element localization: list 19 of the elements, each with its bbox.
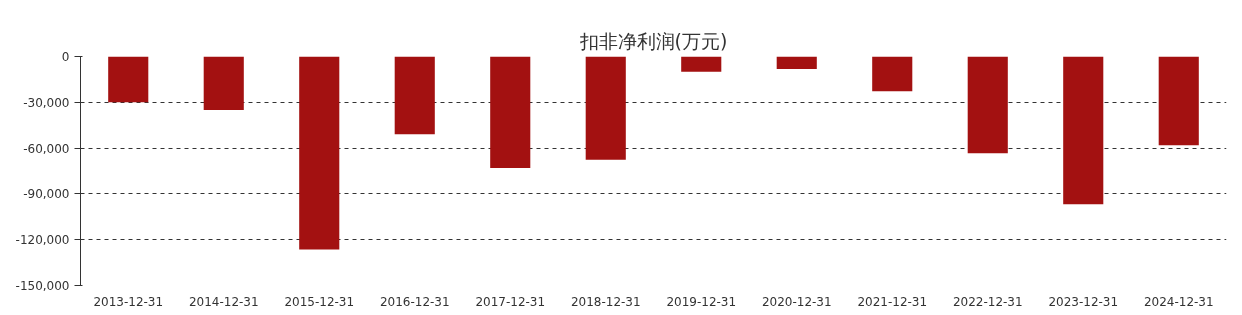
x-tick-label: 2018-12-31 (570, 294, 641, 309)
x-tick-label: 2024-12-31 (1143, 294, 1214, 309)
x-tick-label: 2015-12-31 (284, 294, 355, 309)
x-tick-label: 2014-12-31 (188, 294, 259, 309)
x-tick-label: 2022-12-31 (952, 294, 1023, 309)
x-tick-label: 2019-12-31 (666, 294, 737, 309)
x-tick-label: 2016-12-31 (379, 294, 450, 309)
y-tick-label: -30,000 (23, 95, 70, 110)
x-tick-label: 2023-12-31 (1048, 294, 1119, 309)
x-tick-label: 2021-12-31 (857, 294, 928, 309)
x-tick-label: 2020-12-31 (761, 294, 832, 309)
y-tick-label: 0 (61, 50, 70, 64)
x-tick-label: 2013-12-31 (93, 294, 164, 309)
x-tick-label: 2017-12-31 (475, 294, 546, 309)
y-tick-label: -90,000 (23, 187, 70, 202)
y-tick-label: -60,000 (23, 141, 70, 156)
y-tick-label: -150,000 (15, 279, 70, 293)
chart-title: 扣非净利润(万元) (578, 29, 728, 52)
y-tick-label: -120,000 (15, 233, 70, 248)
